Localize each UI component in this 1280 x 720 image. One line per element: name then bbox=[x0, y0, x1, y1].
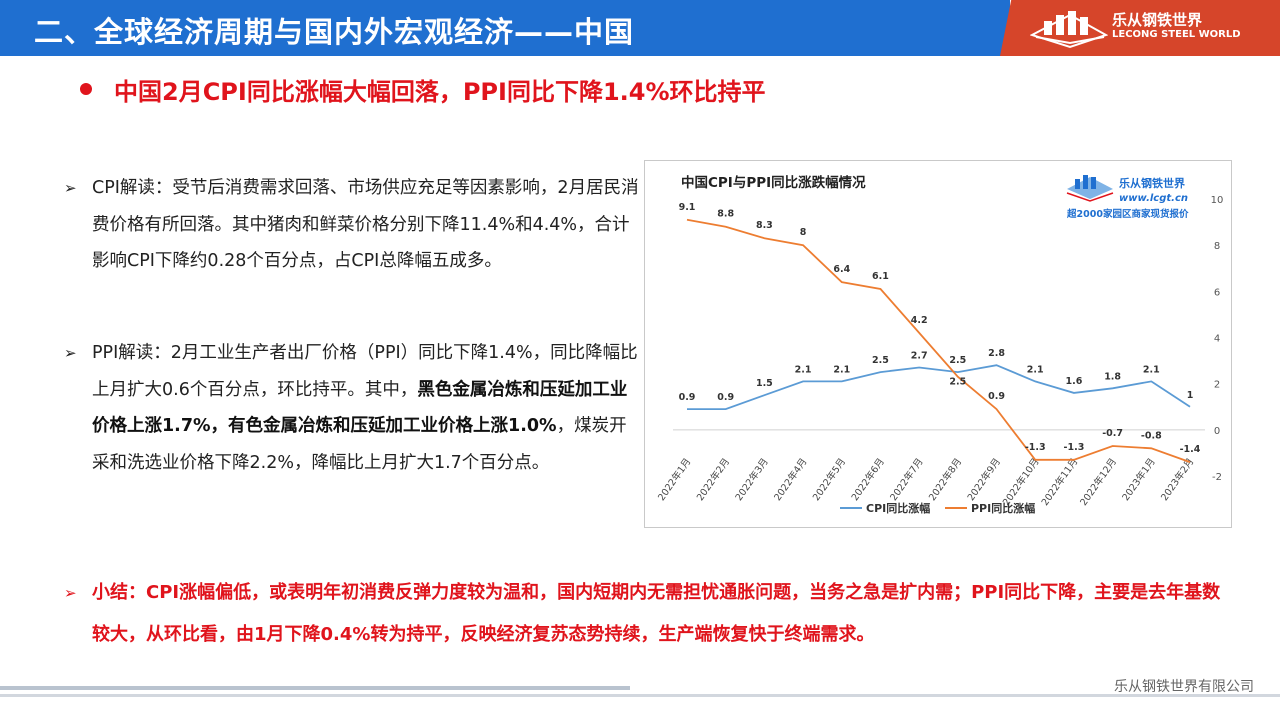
header-blue-band bbox=[0, 0, 1010, 56]
cpi-data-label: 0.9 bbox=[679, 392, 696, 403]
ppi-data-label: -0.8 bbox=[1141, 430, 1162, 441]
cpi-data-label: 0.9 bbox=[717, 392, 734, 403]
x-tick-label: 2022年12月 bbox=[1078, 456, 1120, 508]
arrow-bullet-icon: ➢ bbox=[64, 344, 77, 362]
arrow-bullet-icon: ➢ bbox=[64, 584, 77, 602]
headline-text: 中国2月CPI同比涨幅大幅回落，PPI同比下降1.4%环比持平 bbox=[114, 77, 766, 106]
ppi-data-label: 2.5 bbox=[949, 377, 966, 388]
cpi-data-label: 1.6 bbox=[1066, 376, 1083, 387]
chart-legend: CPI同比涨幅 PPI同比涨幅 bbox=[840, 501, 1035, 515]
cpi-data-label: 2.5 bbox=[872, 355, 889, 366]
cpi-data-label: 2.5 bbox=[949, 355, 966, 366]
ppi-data-label: -1.3 bbox=[1064, 442, 1085, 453]
cpi-data-label: 1.5 bbox=[756, 378, 773, 389]
y-tick-label: 4 bbox=[1214, 334, 1220, 345]
y-tick-label: -2 bbox=[1212, 472, 1222, 483]
ppi-data-label: 8 bbox=[800, 227, 807, 238]
brand-logo: 乐从钢铁世界 LECONG STEEL WORLD bbox=[1029, 7, 1270, 49]
watermark-name: 乐从钢铁世界 bbox=[1119, 176, 1185, 190]
ppi-data-label: 4.2 bbox=[911, 315, 928, 326]
logo-name-en: LECONG STEEL WORLD bbox=[1112, 29, 1241, 40]
footer-company: 乐从钢铁世界有限公司 bbox=[1114, 679, 1254, 695]
y-tick-label: 6 bbox=[1214, 287, 1220, 298]
chart-title: 中国CPI与PPI同比涨跌幅情况 bbox=[681, 174, 866, 191]
headline: 中国2月CPI同比涨幅大幅回落，PPI同比下降1.4%环比持平 bbox=[80, 72, 766, 106]
ppi-data-label: 6.1 bbox=[872, 271, 889, 282]
ppi-data-label: -1.4 bbox=[1180, 444, 1201, 455]
y-tick-label: 10 bbox=[1211, 195, 1224, 206]
x-tick-label: 2023年1月 bbox=[1120, 456, 1158, 503]
ppi-text-a: PPI解读：2月工业生产者出厂价格（PPI）同比下降1.4%，同比降幅比上月扩大… bbox=[92, 343, 638, 400]
x-tick-label: 2022年3月 bbox=[733, 456, 771, 503]
ppi-legend-label: PPI同比涨幅 bbox=[971, 501, 1035, 515]
x-tick-label: 2022年6月 bbox=[849, 456, 887, 503]
chart-series bbox=[686, 218, 1191, 463]
cpi-data-label: 1.8 bbox=[1104, 371, 1121, 382]
cpi-paragraph: ➢ CPI解读：受节后消费需求回落、市场供应充足等因素影响，2月居民消费价格有所… bbox=[64, 170, 644, 280]
cpi-series-line bbox=[687, 364, 1191, 411]
arrow-bullet-icon: ➢ bbox=[64, 179, 77, 197]
ppi-text: PPI解读：2月工业生产者出厂价格（PPI）同比下降1.4%，同比降幅比上月扩大… bbox=[64, 335, 644, 481]
logo-name-cn: 乐从钢铁世界 bbox=[1112, 11, 1203, 29]
cpi-data-label: 1 bbox=[1187, 390, 1194, 401]
ppi-data-label: 6.4 bbox=[833, 264, 850, 275]
x-tick-label: 2022年7月 bbox=[888, 456, 926, 503]
chart-data-labels: 0.9 0.9 1.5 2.1 2.1 2.5 2.7 2.5 2.8 2.1 1.6 1.8 2.1 1… bbox=[679, 202, 1201, 455]
cpi-data-label: 2.1 bbox=[833, 364, 850, 375]
x-tick-label: 2022年2月 bbox=[694, 456, 732, 503]
ppi-data-label: -1.3 bbox=[1025, 442, 1046, 453]
ppi-series-line bbox=[686, 218, 1191, 463]
cpi-data-label: 2.7 bbox=[911, 351, 928, 362]
x-tick-label: 2022年10月 bbox=[1000, 456, 1042, 508]
cpi-data-label: 2.1 bbox=[795, 364, 812, 375]
chart-watermark-logo: 乐从钢铁世界 www.lcgt.cn 超2000家园区商家现货报价 bbox=[1066, 175, 1189, 220]
brand-logo-icon bbox=[1029, 11, 1109, 49]
ppi-data-label: 8.3 bbox=[756, 220, 773, 231]
x-tick-label: 2022年1月 bbox=[655, 456, 693, 503]
x-tick-label: 2023年2月 bbox=[1158, 456, 1196, 503]
cpi-ppi-chart: 中国CPI与PPI同比涨跌幅情况 乐从钢铁世界 www.lcgt.cn 超200… bbox=[644, 160, 1232, 528]
cpi-text: CPI解读：受节后消费需求回落、市场供应充足等因素影响，2月居民消费价格有所回落… bbox=[92, 178, 639, 271]
x-tick-label: 2022年11月 bbox=[1039, 456, 1081, 508]
bullet-dot-icon bbox=[80, 83, 92, 95]
x-tick-label: 2022年5月 bbox=[810, 456, 848, 503]
cpi-data-label: 2.1 bbox=[1143, 364, 1160, 375]
y-tick-label: 2 bbox=[1214, 380, 1220, 391]
ppi-text-bold: 黑色金属冶炼和压延加工业价格上涨1.7%，有色金属冶炼和压延加工业价格上涨1.0… bbox=[92, 379, 628, 437]
page-title: 二、全球经济周期与国内外宏观经济——中国 bbox=[34, 15, 635, 49]
x-tick-label: 2022年9月 bbox=[965, 456, 1003, 503]
x-tick-label: 2022年4月 bbox=[771, 456, 809, 503]
ppi-data-label: 0.9 bbox=[988, 391, 1005, 402]
y-tick-label: 8 bbox=[1214, 241, 1220, 252]
summary-paragraph: ➢ 小结：CPI涨幅偏低，或表明年初消费反弹力度较为温和，国内短期内无需担忧通胀… bbox=[64, 572, 1234, 656]
ppi-data-label: 9.1 bbox=[679, 202, 696, 213]
cpi-legend-label: CPI同比涨幅 bbox=[866, 501, 930, 515]
cpi-data-label: 2.1 bbox=[1027, 364, 1044, 375]
header-bar: 二、全球经济周期与国内外宏观经济——中国 乐从钢铁世界 LECONG STEEL… bbox=[0, 0, 1280, 56]
ppi-data-label: 8.8 bbox=[717, 209, 734, 220]
watermark-logo-icon bbox=[1066, 175, 1114, 202]
watermark-url: www.lcgt.cn bbox=[1119, 193, 1188, 204]
footer-rule-lower bbox=[0, 694, 1280, 697]
cpi-data-label: 2.8 bbox=[988, 348, 1005, 359]
ppi-text-c: ，煤炭开采和洗选业价格下降2.2%，降幅比上月扩大1.7个百分点。 bbox=[92, 416, 627, 473]
ppi-paragraph: ➢ PPI解读：2月工业生产者出厂价格（PPI）同比下降1.4%，同比降幅比上月… bbox=[64, 335, 644, 481]
y-tick-label: 0 bbox=[1214, 426, 1220, 437]
footer-rule-upper bbox=[0, 686, 630, 690]
summary-text: 小结：CPI涨幅偏低，或表明年初消费反弹力度较为温和，国内短期内无需担忧通胀问题… bbox=[92, 582, 1221, 645]
chart-canvas: 中国CPI与PPI同比涨跌幅情况 乐从钢铁世界 www.lcgt.cn 超200… bbox=[655, 174, 1223, 515]
x-tick-label: 2022年8月 bbox=[926, 456, 964, 503]
watermark-tagline: 超2000家园区商家现货报价 bbox=[1066, 208, 1189, 220]
ppi-data-label: -0.7 bbox=[1102, 428, 1123, 439]
